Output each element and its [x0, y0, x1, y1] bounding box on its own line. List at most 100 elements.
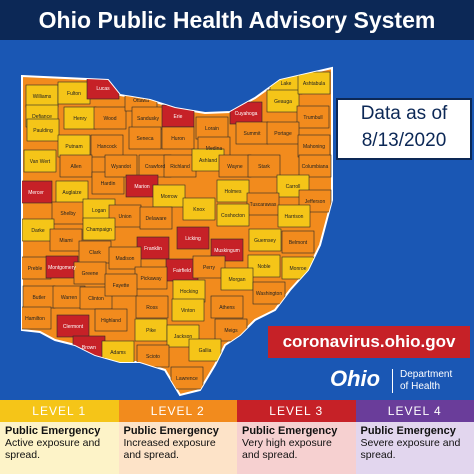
level-body: Public Emergency Very high exposure and s…: [237, 422, 356, 474]
county: [266, 89, 300, 113]
dept-line: of Health: [400, 381, 441, 392]
county: [94, 308, 128, 332]
county-label: Erie: [174, 114, 183, 120]
title: Ohio Public Health Advisory System: [0, 0, 474, 40]
county-label: Morgan: [229, 277, 246, 283]
county: [281, 230, 315, 254]
county-label: Trumbull: [303, 115, 322, 121]
url[interactable]: coronavirus.ohio.gov: [268, 326, 470, 358]
county-label: Washington: [256, 291, 282, 297]
county-label: Fulton: [67, 91, 81, 97]
county: [104, 273, 138, 297]
county: [82, 217, 116, 241]
county-label: Mercer: [28, 190, 44, 196]
county: [161, 126, 195, 150]
county-label: Miami: [59, 238, 72, 244]
level-body: Public Emergency Active exposure and spre…: [0, 422, 119, 474]
county-label: Harrison: [285, 214, 304, 220]
county: [59, 154, 93, 178]
county-label: Crawford: [145, 164, 166, 170]
county-label: Stark: [258, 164, 270, 170]
county-label: Guernsey: [254, 238, 276, 244]
county: [135, 295, 169, 319]
level-label: LEVEL 4: [355, 400, 474, 422]
level-heading: Public Emergency: [242, 425, 338, 437]
county: [252, 281, 286, 305]
county-label: Butler: [32, 295, 45, 301]
level-text: Active exposure and spread.: [5, 437, 101, 461]
level-heading: Public Emergency: [123, 425, 219, 437]
county-label: Monroe: [290, 266, 307, 272]
county-label: Clark: [89, 250, 101, 256]
county: [277, 204, 311, 228]
county-label: Van Wert: [30, 159, 51, 165]
county-label: Auglaize: [62, 190, 81, 196]
county-label: Hocking: [180, 289, 198, 295]
county-label: Warren: [61, 295, 77, 301]
county: [296, 105, 330, 129]
county-label: Union: [118, 214, 131, 220]
county-label: Cuyahoga: [235, 111, 258, 117]
county-label: Richland: [170, 164, 190, 170]
dept-line: Department: [400, 369, 453, 380]
county-label: Marion: [134, 184, 150, 190]
county-label: Darke: [31, 228, 45, 234]
county: [139, 206, 173, 230]
county-label: Belmont: [289, 240, 308, 246]
county: [108, 246, 142, 270]
county-label: Jackson: [174, 334, 193, 340]
county-label: Holmes: [225, 189, 242, 195]
county: [266, 121, 300, 145]
legend-item: LEVEL 4 Public Emergency Severe exposure a…: [355, 400, 474, 474]
county: [73, 261, 107, 285]
county-label: Preble: [28, 266, 43, 272]
county-label: Wood: [104, 116, 117, 122]
county: [247, 254, 281, 278]
county: [210, 238, 244, 262]
county-label: Sandusky: [137, 116, 159, 122]
county: [104, 154, 138, 178]
county: [22, 306, 52, 330]
county-label: Scioto: [146, 354, 160, 360]
county-label: Adams: [110, 350, 126, 356]
county-label: Madison: [116, 256, 135, 262]
county-label: Logan: [92, 208, 106, 214]
county-label: Williams: [33, 94, 52, 100]
county: [220, 267, 254, 291]
county-label: Perry: [203, 265, 215, 271]
date: 8/13/2020: [361, 130, 447, 151]
county: [298, 154, 332, 178]
level-heading: Public Emergency: [360, 425, 456, 437]
county-label: Franklin: [144, 246, 162, 252]
county-label: Hardin: [101, 181, 116, 187]
county-label: Clinton: [88, 296, 104, 302]
county: [182, 197, 216, 221]
county-label: Montgomery: [48, 265, 76, 271]
county: [26, 118, 60, 142]
legend-item: LEVEL 2 Public Emergency Increased exposur…: [118, 400, 237, 474]
county-label: Vinton: [181, 308, 195, 314]
logo-word: Ohio: [330, 366, 381, 391]
level-label: LEVEL 2: [118, 400, 237, 422]
county: [176, 226, 210, 250]
county-label: Defiance: [32, 114, 52, 120]
county-label: Brown: [82, 345, 96, 351]
county-label: Fayette: [113, 283, 130, 289]
county-label: Shelby: [60, 211, 76, 217]
county-label: Medina: [206, 146, 223, 152]
county-label: Wayne: [227, 164, 243, 170]
county: [22, 180, 53, 204]
county-label: Greene: [82, 271, 99, 277]
county-label: Summit: [244, 131, 262, 137]
county: [170, 366, 204, 390]
county: [248, 228, 282, 252]
county-label: Gallia: [199, 348, 212, 354]
level-label: LEVEL 3: [237, 400, 356, 422]
county-label: Allen: [70, 164, 81, 170]
county-label: Lawrence: [176, 376, 198, 382]
county-label: Geauga: [274, 99, 292, 105]
county-label: Morrow: [161, 194, 178, 200]
county-label: Athens: [219, 305, 235, 311]
county-label: Noble: [257, 264, 270, 270]
county-label: Champaign: [86, 227, 112, 233]
